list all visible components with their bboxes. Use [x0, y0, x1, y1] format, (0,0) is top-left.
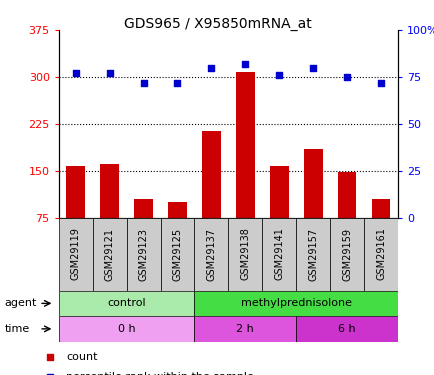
Point — [309, 64, 316, 70]
Bar — [100, 164, 118, 264]
Text: GSM29137: GSM29137 — [206, 228, 216, 280]
Bar — [202, 131, 220, 264]
Text: count: count — [66, 352, 98, 362]
Point — [377, 80, 384, 86]
Bar — [296, 217, 329, 291]
Text: GSM29121: GSM29121 — [105, 228, 114, 280]
Point — [275, 72, 282, 78]
Text: GSM29161: GSM29161 — [375, 228, 385, 280]
Bar — [194, 316, 296, 342]
Text: percentile rank within the sample: percentile rank within the sample — [66, 372, 253, 375]
Bar — [160, 217, 194, 291]
Text: GSM29119: GSM29119 — [71, 228, 80, 280]
Text: GSM29159: GSM29159 — [342, 228, 351, 280]
Text: methylprednisolone: methylprednisolone — [240, 298, 351, 308]
Bar — [194, 291, 397, 316]
Bar — [134, 199, 152, 264]
Text: time: time — [4, 324, 30, 334]
Bar — [126, 217, 160, 291]
Bar — [59, 316, 194, 342]
Bar — [296, 316, 397, 342]
Point — [46, 354, 53, 360]
Point — [207, 64, 214, 70]
Bar — [363, 217, 397, 291]
Text: GDS965 / X95850mRNA_at: GDS965 / X95850mRNA_at — [123, 17, 311, 31]
Text: GSM29141: GSM29141 — [274, 228, 283, 280]
Text: GSM29125: GSM29125 — [172, 228, 182, 280]
Point — [343, 74, 350, 80]
Text: 6 h: 6 h — [338, 324, 355, 334]
Text: 0 h: 0 h — [118, 324, 135, 334]
Point — [106, 70, 113, 76]
Point — [140, 80, 147, 86]
Bar — [337, 172, 355, 264]
Text: agent: agent — [4, 298, 36, 308]
Text: GSM29157: GSM29157 — [308, 228, 317, 280]
Point — [241, 61, 248, 67]
Bar — [59, 291, 194, 316]
Bar — [371, 199, 389, 264]
Text: control: control — [107, 298, 145, 308]
Bar — [66, 166, 85, 264]
Point — [174, 80, 181, 86]
Bar — [59, 217, 92, 291]
Text: 2 h: 2 h — [236, 324, 253, 334]
Bar — [228, 217, 262, 291]
Bar — [92, 217, 126, 291]
Bar — [168, 202, 186, 264]
Bar — [262, 217, 296, 291]
Bar — [270, 166, 288, 264]
Point — [46, 374, 53, 375]
Point — [72, 70, 79, 76]
Bar — [329, 217, 363, 291]
Text: GSM29138: GSM29138 — [240, 228, 250, 280]
Bar — [194, 217, 228, 291]
Text: GSM29123: GSM29123 — [138, 228, 148, 280]
Bar — [236, 72, 254, 264]
Bar — [303, 149, 322, 264]
